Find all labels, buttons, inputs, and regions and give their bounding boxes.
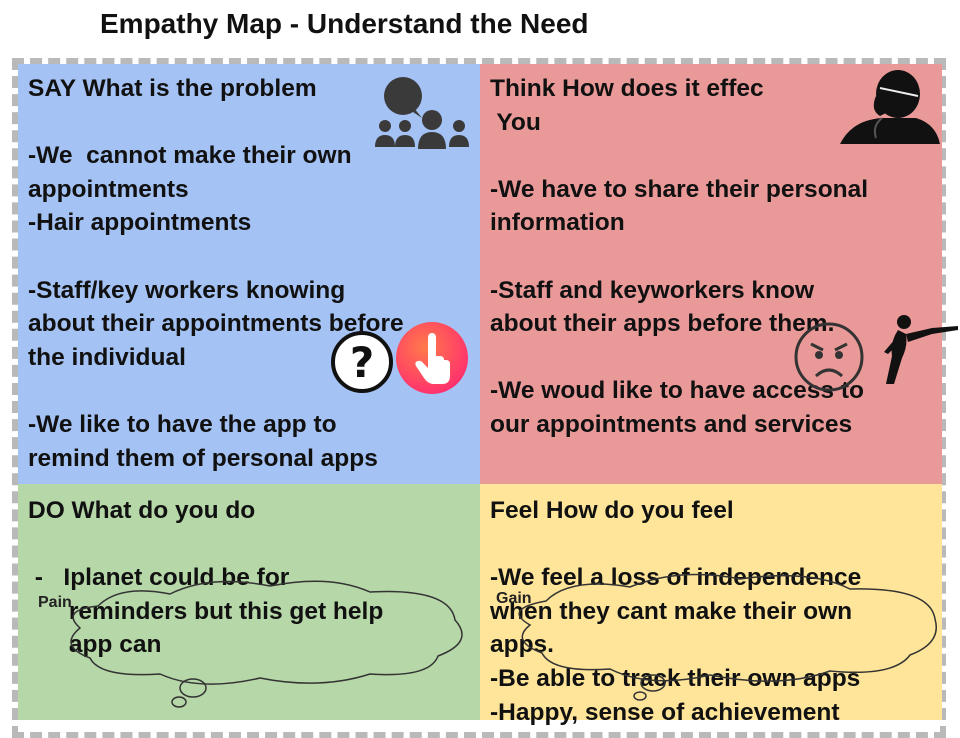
- think-text: Think How does it effec You -We have to …: [490, 72, 868, 442]
- thinking-person-icon: [840, 70, 940, 144]
- say-line: the individual: [28, 343, 186, 371]
- feel-line: when they cant make their own: [490, 597, 853, 625]
- do-line: - Iplanet could be for: [28, 564, 290, 592]
- say-line: remind them of personal apps: [28, 444, 378, 472]
- say-line: -Staff/key workers knowing: [28, 276, 346, 304]
- say-text: SAY What is the problem -We cannot make …: [28, 72, 404, 475]
- feel-line: [490, 528, 861, 562]
- feel-line: Feel How do you feel: [490, 497, 734, 524]
- page-title: Empathy Map - Understand the Need: [100, 8, 589, 39]
- do-text: DO What do you do - Iplanet could be for…: [28, 494, 383, 662]
- pain-label: Pain: [38, 594, 72, 611]
- think-line: You: [490, 108, 541, 136]
- think-line: Think How does it effec: [490, 75, 764, 102]
- speech-group-icon: [375, 77, 469, 149]
- think-line: -Staff and keyworkers know: [490, 276, 815, 304]
- say-line: [28, 106, 404, 140]
- say-line: appointments: [28, 175, 189, 203]
- say-line: [28, 240, 404, 274]
- think-line: our appointments and services: [490, 410, 853, 438]
- feel-text: Feel How do you feel -We feel a loss of …: [490, 494, 861, 729]
- think-line: -We have to share their personal: [490, 175, 869, 203]
- dancing-person-icon: [884, 315, 958, 384]
- tap-hand-icon: [396, 322, 468, 394]
- feel-line: -Be able to track their own apps: [490, 664, 861, 692]
- say-line: -Hair appointments: [28, 209, 252, 237]
- say-line: about their appointments before: [28, 310, 404, 338]
- think-line: [490, 139, 868, 173]
- think-line: information: [490, 209, 625, 237]
- feel-line: apps.: [490, 631, 554, 659]
- do-line: reminders but this get help: [28, 597, 384, 625]
- question-mark-icon: ?: [331, 331, 393, 393]
- feel-line: -Happy, sense of achievement: [490, 698, 840, 726]
- think-line: about their apps before them.: [490, 310, 835, 338]
- feel-line: -We feel a loss of independence: [490, 564, 862, 592]
- do-line: app can: [28, 631, 162, 659]
- say-line: SAY What is the problem: [28, 75, 317, 102]
- do-line: DO What do you do: [28, 497, 256, 524]
- gain-label: Gain: [496, 590, 532, 607]
- think-line: [490, 240, 868, 274]
- angry-face-icon: [794, 322, 864, 392]
- say-quadrant: [18, 64, 480, 484]
- svg-text:?: ?: [350, 338, 374, 387]
- say-line: -We like to have the app to: [28, 410, 337, 438]
- think-line: -We woud like to have access to: [490, 377, 864, 405]
- say-line: -We cannot make their own: [28, 142, 352, 170]
- do-line: [28, 528, 383, 562]
